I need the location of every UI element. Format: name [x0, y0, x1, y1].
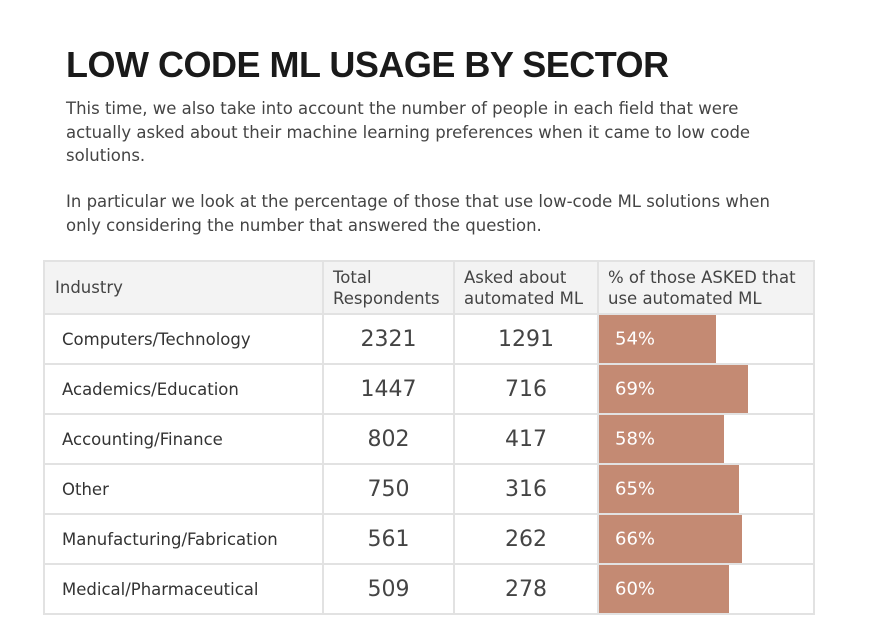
- total-respondents-cell: 802: [322, 413, 455, 465]
- percent-bar: [599, 465, 739, 513]
- industry-cell: Computers/Technology: [43, 313, 324, 365]
- page-title: LOW CODE ML USAGE BY SECTOR: [66, 44, 669, 85]
- percent-label: 66%: [615, 528, 656, 550]
- percent-bar-cell: 60%: [597, 563, 815, 615]
- percent-bar: [599, 515, 742, 563]
- percent-bar: [599, 565, 729, 613]
- industry-cell: Accounting/Finance: [43, 413, 324, 465]
- table-row: Academics/Education 1447 716 69%: [43, 363, 815, 415]
- industry-cell: Medical/Pharmaceutical: [43, 563, 324, 615]
- total-respondents-cell: 1447: [322, 363, 455, 415]
- table-body: Computers/Technology 2321 1291 54% Academics…: [43, 313, 815, 615]
- percent-bar: [599, 365, 748, 413]
- percent-bar: [599, 315, 716, 363]
- percent-label: 60%: [615, 578, 656, 600]
- asked-automated-ml-cell: 716: [453, 363, 599, 415]
- header-asked-automated-ml: Asked about automated ML: [453, 260, 599, 315]
- total-respondents-cell: 561: [322, 513, 455, 565]
- table-row: Medical/Pharmaceutical 509 278 60%: [43, 563, 815, 615]
- percent-label: 58%: [615, 428, 656, 450]
- industry-cell: Manufacturing/Fabrication: [43, 513, 324, 565]
- percent-label: 69%: [615, 378, 656, 400]
- asked-automated-ml-cell: 262: [453, 513, 599, 565]
- header-percent-use-automated-ml: % of those ASKED that use automated ML: [597, 260, 815, 315]
- asked-automated-ml-cell: 278: [453, 563, 599, 615]
- percent-label: 65%: [615, 478, 656, 500]
- sector-table: Industry Total Respondents Asked about a…: [43, 260, 815, 615]
- total-respondents-cell: 2321: [322, 313, 455, 365]
- table-row: Computers/Technology 2321 1291 54%: [43, 313, 815, 365]
- table-row: Other 750 316 65%: [43, 463, 815, 515]
- asked-automated-ml-cell: 417: [453, 413, 599, 465]
- description-paragraph-2: In particular we look at the percentage …: [66, 192, 770, 235]
- percent-bar-cell: 65%: [597, 463, 815, 515]
- header-row: Industry Total Respondents Asked about a…: [43, 260, 815, 315]
- percent-label: 54%: [615, 328, 656, 350]
- description-paragraph-1: This time, we also take into account the…: [66, 99, 751, 165]
- asked-automated-ml-cell: 316: [453, 463, 599, 515]
- percent-bar-cell: 54%: [597, 313, 815, 365]
- percent-bar-cell: 66%: [597, 513, 815, 565]
- total-respondents-cell: 509: [322, 563, 455, 615]
- table-row: Accounting/Finance 802 417 58%: [43, 413, 815, 465]
- asked-automated-ml-cell: 1291: [453, 313, 599, 365]
- industry-cell: Other: [43, 463, 324, 515]
- percent-bar: [599, 415, 724, 463]
- total-respondents-cell: 750: [322, 463, 455, 515]
- table-row: Manufacturing/Fabrication 561 262 66%: [43, 513, 815, 565]
- industry-cell: Academics/Education: [43, 363, 324, 415]
- percent-bar-cell: 58%: [597, 413, 815, 465]
- percent-bar-cell: 69%: [597, 363, 815, 415]
- header-industry: Industry: [43, 260, 324, 315]
- header-total-respondents: Total Respondents: [322, 260, 455, 315]
